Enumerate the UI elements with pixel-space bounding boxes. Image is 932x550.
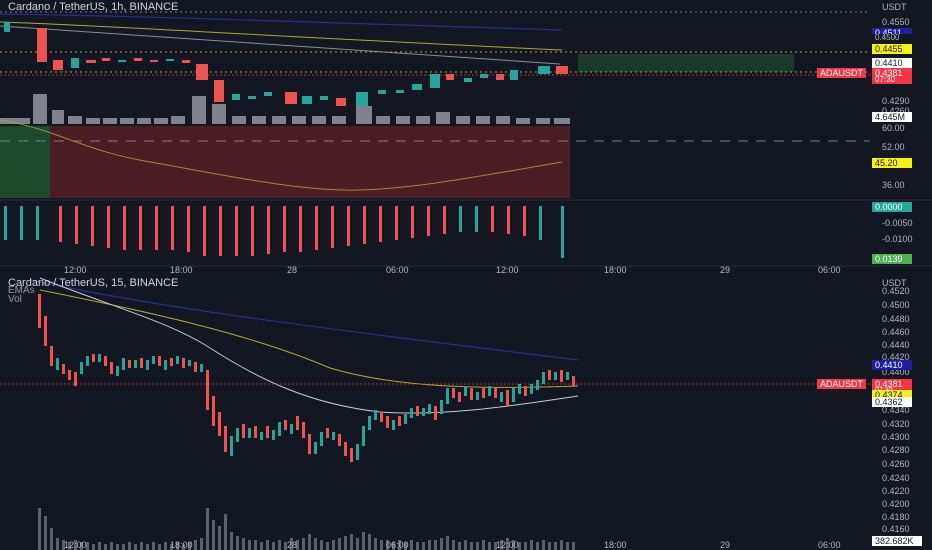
last-price-tag: 0.4381 [872,68,912,78]
macd-zero-tag: 0.0000 [872,202,912,212]
bottom-time-label: 06:00 [818,540,841,550]
bottom-price-tick: 0.4160 [882,524,910,534]
macd-tick: -0.0050 [882,218,913,228]
bottom-white-ma [39,277,579,414]
top-time-label: 06:00 [386,265,409,275]
bottom-price-tick: 0.4400 [882,367,910,377]
rsi-bear-zone [50,126,570,198]
bottom-symbol-tag[interactable]: ADAUSDT [817,379,867,389]
bottom-time-label: 18:00 [604,540,627,550]
top-time-label: 12:00 [64,265,87,275]
blue-ma-price-tag: 0.4511 [872,28,912,38]
yellow-ma-price-tag: 0.4455 [872,44,912,54]
bottom-candles [38,294,575,462]
bottom-volume-tag: 382.682K [872,536,922,546]
bottom-price-tick: 0.4340 [882,405,910,415]
top-price-tick: 0.4260 [882,106,910,116]
top-chart-pane[interactable]: Cardano / TetherUS, 1h, BINANCE USDT 0.4… [0,0,932,275]
white-ma-line [0,25,561,65]
rsi-bull-zone [0,126,50,198]
top-time-label: 12:00 [496,265,519,275]
bottom-time-label: 28 [287,540,298,550]
bottom-chart-pane[interactable]: Cardano / TetherUS, 15, BINANCE EMAs Vol… [0,276,932,550]
bottom-price-tick: 0.4200 [882,499,910,509]
bottom-time-label: 18:00 [170,540,193,550]
emas-legend-label[interactable]: EMAs [8,285,35,296]
top-price-tick: 0.4290 [882,96,910,106]
rsi-tick: 36.00 [882,180,905,190]
top-time-label: 06:00 [818,265,841,275]
bottom-price-tick: 0.4460 [882,327,910,337]
top-time-label: 28 [287,265,298,275]
macd-tick: -0.0100 [882,234,913,244]
top-symbol-tag[interactable]: ADAUSDT [817,68,867,78]
bottom-yellow-ma-tag: 0.4374 [872,390,912,400]
top-pane-title[interactable]: Cardano / TetherUS, 1h, BINANCE [8,1,179,13]
top-volume-tag: 4.645M [872,112,912,122]
bottom-price-tick: 0.4520 [882,286,910,296]
bottom-price-axis-unit: USDT [882,278,907,288]
rsi-tick: 60.00 [882,123,905,133]
bottom-white-ma-tag: 0.4362 [872,397,912,407]
bottom-price-tick: 0.4300 [882,432,910,442]
bottom-yellow-ma [39,289,579,388]
bottom-pane-title[interactable]: Cardano / TetherUS, 15, BINANCE [8,277,179,289]
white-ma-price-tag: 0.4410 [872,58,912,68]
volume-legend-label[interactable]: Vol [8,294,22,305]
bottom-price-tick: 0.4420 [882,352,910,362]
macd-low-tag: 0.0139 [872,254,912,264]
rsi-value-tag: 45.20 [872,158,912,168]
bottom-price-tick: 0.4440 [882,340,910,350]
top-time-label: 18:00 [604,265,627,275]
bottom-time-label: 29 [720,540,731,550]
top-candles [4,22,568,106]
top-time-label: 29 [720,265,731,275]
top-price-tick: 0.4550 [882,17,910,27]
bottom-last-price-tag: 0.4381 [872,379,912,389]
bottom-price-tick: 0.4220 [882,486,910,496]
blue-ma-price-tag-2: 0.4500 [872,34,912,42]
macd-histogram [4,206,564,258]
bottom-chart-svg[interactable] [0,276,932,550]
bottom-time-label: 12:00 [496,540,519,550]
bottom-blue-ma-tag: 0.4410 [872,360,912,370]
bottom-price-tick: 0.4180 [882,512,910,522]
top-price-axis-unit: USDT [882,2,907,12]
last-price-countdown: 07:30 [872,76,912,84]
bottom-volume-bars [38,508,575,550]
bottom-price-tick: 0.4480 [882,314,910,324]
bottom-price-tick: 0.4320 [882,419,910,429]
bottom-time-label: 06:00 [386,540,409,550]
blue-ma-line [0,13,563,31]
top-chart-svg[interactable] [0,0,932,268]
top-time-label: 18:00 [170,265,193,275]
bottom-time-label: 12:00 [64,540,87,550]
bottom-price-tick: 0.4240 [882,473,910,483]
top-volume-bars [0,94,570,124]
bottom-price-tick: 0.4260 [882,459,910,469]
yellow-ma-line [0,21,563,51]
rsi-line [0,119,563,191]
bottom-blue-ma [29,279,579,361]
position-box [578,54,794,72]
rsi-tick: 52.00 [882,142,905,152]
bottom-price-tick: 0.4500 [882,300,910,310]
bottom-price-tick: 0.4280 [882,445,910,455]
